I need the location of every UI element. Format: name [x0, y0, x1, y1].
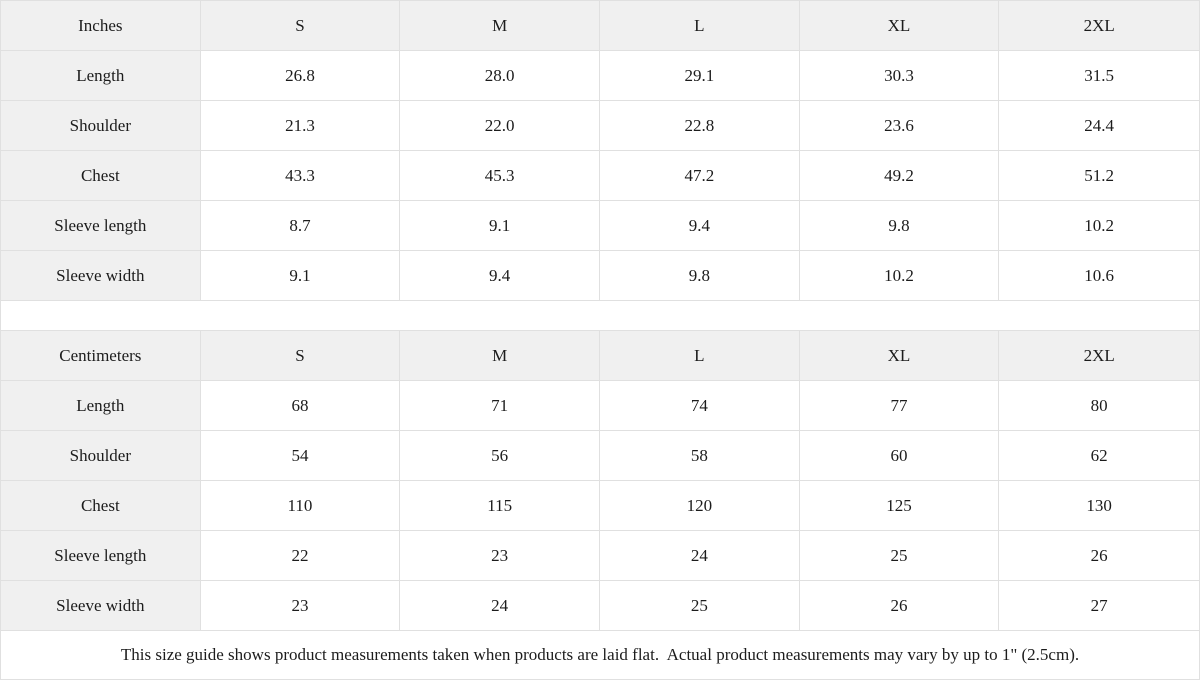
- value-cell: 9.8: [799, 201, 1000, 251]
- value-cell: 22.8: [600, 101, 800, 151]
- row-label-cell: Length: [1, 51, 201, 101]
- value-cell: 9.4: [400, 251, 600, 301]
- value-cell: 130: [999, 481, 1199, 531]
- value-cell: 26: [799, 581, 1000, 631]
- size-header-cell: S: [200, 1, 401, 51]
- value-cell: 9.4: [600, 201, 800, 251]
- value-cell: 47.2: [600, 151, 800, 201]
- value-cell: 43.3: [200, 151, 401, 201]
- row-label-cell: Chest: [1, 481, 201, 531]
- value-cell: 27: [999, 581, 1199, 631]
- value-cell: 60: [799, 431, 1000, 481]
- value-cell: 68: [200, 381, 401, 431]
- row-label-cell: Sleeve length: [1, 201, 201, 251]
- row-label-cell: Chest: [1, 151, 201, 201]
- value-cell: 23: [400, 531, 600, 581]
- value-cell: 80: [999, 381, 1199, 431]
- value-cell: 24.4: [999, 101, 1199, 151]
- value-cell: 62: [999, 431, 1199, 481]
- value-cell: 23.6: [799, 101, 1000, 151]
- value-cell: 9.1: [200, 251, 401, 301]
- value-cell: 25: [600, 581, 800, 631]
- value-cell: 54: [200, 431, 401, 481]
- value-cell: 120: [600, 481, 800, 531]
- value-cell: 51.2: [999, 151, 1199, 201]
- table-title-cell: Inches: [1, 1, 201, 51]
- size-header-cell: S: [200, 331, 401, 381]
- value-cell: 110: [200, 481, 401, 531]
- value-cell: 56: [400, 431, 600, 481]
- size-header-cell: XL: [799, 331, 1000, 381]
- value-cell: 24: [600, 531, 800, 581]
- size-table-inches: Inches S M L XL 2XL Length 26.8 28.0 29.1 30.3 31.5…: [1, 1, 1199, 301]
- row-label-cell: Sleeve width: [1, 251, 201, 301]
- size-header-cell: L: [600, 331, 800, 381]
- value-cell: 74: [600, 381, 800, 431]
- size-table-centimeters: Centimeters S M L XL 2XL Length 68 71 74 77 80 Shoul…: [1, 331, 1199, 631]
- row-label-cell: Shoulder: [1, 101, 201, 151]
- value-cell: 10.6: [999, 251, 1199, 301]
- value-cell: 115: [400, 481, 600, 531]
- size-guide-note: This size guide shows product measuremen…: [1, 631, 1199, 679]
- value-cell: 71: [400, 381, 600, 431]
- size-header-cell: 2XL: [999, 1, 1199, 51]
- value-cell: 9.8: [600, 251, 800, 301]
- value-cell: 8.7: [200, 201, 401, 251]
- value-cell: 30.3: [799, 51, 1000, 101]
- size-header-cell: M: [400, 1, 600, 51]
- table-gap: [1, 301, 1199, 331]
- table-title-cell: Centimeters: [1, 331, 201, 381]
- value-cell: 10.2: [999, 201, 1199, 251]
- value-cell: 23: [200, 581, 401, 631]
- size-header-cell: M: [400, 331, 600, 381]
- value-cell: 25: [799, 531, 1000, 581]
- row-label-cell: Sleeve width: [1, 581, 201, 631]
- value-cell: 125: [799, 481, 1000, 531]
- row-label-cell: Shoulder: [1, 431, 201, 481]
- value-cell: 22.0: [400, 101, 600, 151]
- value-cell: 45.3: [400, 151, 600, 201]
- value-cell: 58: [600, 431, 800, 481]
- value-cell: 31.5: [999, 51, 1199, 101]
- size-header-cell: L: [600, 1, 800, 51]
- value-cell: 22: [200, 531, 401, 581]
- value-cell: 21.3: [200, 101, 401, 151]
- value-cell: 10.2: [799, 251, 1000, 301]
- row-label-cell: Length: [1, 381, 201, 431]
- value-cell: 26: [999, 531, 1199, 581]
- row-label-cell: Sleeve length: [1, 531, 201, 581]
- value-cell: 29.1: [600, 51, 800, 101]
- value-cell: 9.1: [400, 201, 600, 251]
- size-header-cell: 2XL: [999, 331, 1199, 381]
- size-header-cell: XL: [799, 1, 1000, 51]
- value-cell: 26.8: [200, 51, 401, 101]
- value-cell: 24: [400, 581, 600, 631]
- value-cell: 28.0: [400, 51, 600, 101]
- value-cell: 49.2: [799, 151, 1000, 201]
- value-cell: 77: [799, 381, 1000, 431]
